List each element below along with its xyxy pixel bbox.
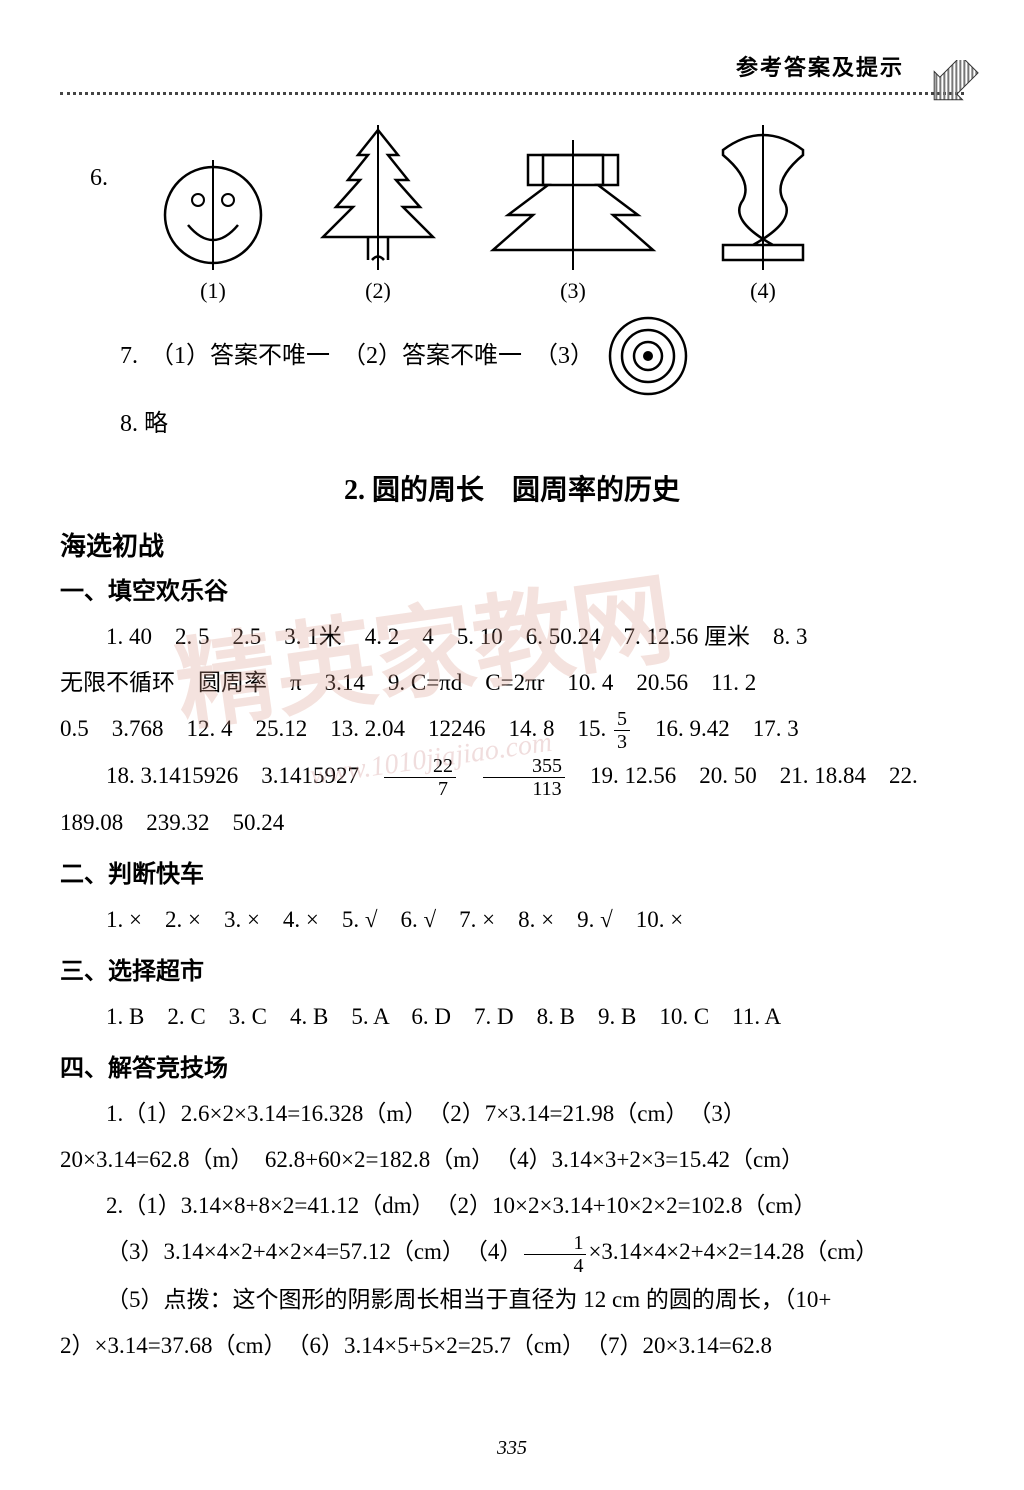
g4-line2: 20×3.14=62.8（m） 62.8+60×2=182.8（m） （4）3.…: [60, 1137, 964, 1183]
frac-5-3: 53: [614, 708, 630, 753]
g1-line1: 1. 40 2. 5 2.5 3. 1米 4. 2 4 5. 10 6. 50.…: [60, 614, 964, 660]
g1-line5: 189.08 239.32 50.24: [60, 800, 964, 846]
page-number: 335: [0, 1437, 1024, 1460]
concentric-circles-icon: [606, 314, 691, 399]
page-header: 参考答案及提示: [60, 50, 964, 82]
g4-line5: （5）点拨：这个图形的阴影周长相当于直径为 12 cm 的圆的周长，（10+: [60, 1277, 964, 1323]
g1-line3: 0.5 3.768 12. 4 25.12 13. 2.04 12246 14.…: [60, 706, 964, 753]
tree-icon: [308, 125, 448, 270]
g1-line4a: 18. 3.1415926 3.1415927: [106, 763, 382, 788]
g1-line4c: 19. 12.56 20. 50 21. 18.84 22.: [567, 763, 918, 788]
caption-2: (2): [365, 278, 391, 304]
header-title: 参考答案及提示: [736, 55, 904, 80]
g3-line: 1. B 2. C 3. C 4. B 5. A 6. D 7. D 8. B …: [60, 994, 964, 1040]
g4-line3: 2.（1）3.14×8+8×2=41.12（dm） （2）10×2×3.14+1…: [60, 1183, 964, 1229]
q6-row: 6. (1) (2) (3) (: [90, 125, 964, 304]
arrow-icon: [924, 60, 984, 120]
g4-line6: 2）×3.14=37.68（cm） （6）3.14×5+5×2=25.7（cm）…: [60, 1323, 964, 1369]
smiley-icon: [158, 160, 268, 270]
shape-desk: (3): [488, 140, 658, 304]
g2-line: 1. × 2. × 3. × 4. × 5. √ 6. √ 7. × 8. × …: [60, 897, 964, 943]
group2-heading: 二、判断快车: [60, 854, 964, 889]
g4-line4: （3）3.14×4×2+4×2×4=57.12（cm） （4）14×3.14×4…: [60, 1229, 964, 1276]
caption-1: (1): [200, 278, 226, 304]
frac-22-7: 227: [384, 755, 456, 800]
q7-part1: （1）答案不唯一: [150, 335, 330, 378]
g4-line4b: ×3.14×4×2+4×2=14.28（cm）: [588, 1239, 878, 1264]
shape-goblet: (4): [698, 125, 828, 304]
q7-row: 7. （1）答案不唯一 （2）答案不唯一 （3）: [120, 314, 964, 399]
g4-line4a: （3）3.14×4×2+4×2×4=57.12（cm） （4）: [106, 1239, 522, 1264]
q8-row: 8. 略: [120, 403, 964, 438]
q6-label: 6.: [90, 165, 108, 192]
shape-tree: (2): [308, 125, 448, 304]
q7-part2: （2）答案不唯一: [342, 335, 522, 378]
section2-title: 2. 圆的周长 圆周率的历史: [60, 468, 964, 508]
g4-line1: 1.（1）2.6×2×3.14=16.328（m） （2）7×3.14=21.9…: [60, 1091, 964, 1137]
g1-line3a: 0.5 3.768 12. 4 25.12 13. 2.04 12246 14.…: [60, 716, 612, 741]
divider: [60, 92, 964, 95]
shape-smiley: (1): [158, 160, 268, 304]
desk-icon: [488, 140, 658, 270]
goblet-icon: [698, 125, 828, 270]
caption-4: (4): [750, 278, 776, 304]
g1-line3b: 16. 9.42 17. 3: [632, 716, 799, 741]
q7-part3: （3）: [534, 335, 594, 378]
g1-line2: 无限不循环 圆周率 π 3.14 9. C=πd C=2πr 10. 4 20.…: [60, 660, 964, 706]
caption-3: (3): [560, 278, 586, 304]
group3-heading: 三、选择超市: [60, 951, 964, 986]
g1-line4b: [458, 763, 481, 788]
section2-subheading: 海选初战: [60, 526, 964, 563]
q8-text: 8. 略: [120, 411, 168, 437]
frac-1-4: 14: [524, 1232, 586, 1277]
frac-355-113: 355113: [483, 755, 565, 800]
g1-line4: 18. 3.1415926 3.1415927 227 355113 19. 1…: [60, 753, 964, 800]
group1-heading: 一、填空欢乐谷: [60, 571, 964, 606]
q7-prefix: 7.: [120, 335, 138, 378]
group4-heading: 四、解答竞技场: [60, 1048, 964, 1083]
